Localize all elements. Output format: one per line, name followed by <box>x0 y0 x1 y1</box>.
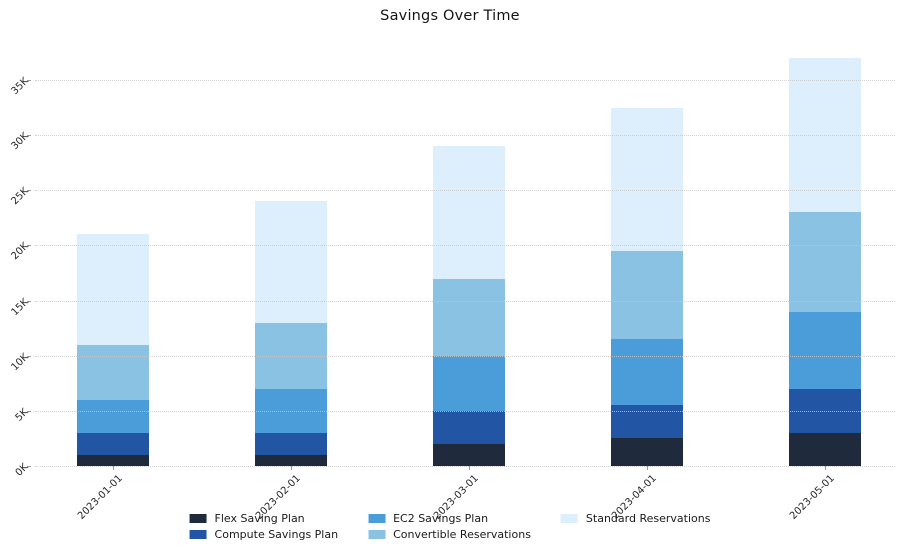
x-tick <box>113 466 114 470</box>
gridline <box>35 245 895 247</box>
legend-item-compute-savings-plan: Compute Savings Plan <box>189 528 339 541</box>
chart-title: Savings Over Time <box>380 8 520 24</box>
bar-segment-ec2-savings-plan <box>611 339 683 406</box>
legend-item-ec2-savings-plan: EC2 Savings Plan <box>368 512 531 525</box>
bar-segment-flex-saving-plan <box>789 432 861 466</box>
legend-label: Convertible Reservations <box>393 528 531 541</box>
bar-segment-standard-reservations <box>433 146 505 279</box>
bar-segment-standard-reservations <box>789 57 861 213</box>
y-tick-label-text: 5K <box>13 406 31 424</box>
gridline <box>35 466 895 467</box>
bar-segment-flex-saving-plan <box>433 443 505 466</box>
bar-segment-flex-saving-plan <box>255 454 327 466</box>
gridline <box>35 410 895 412</box>
bar-segment-standard-reservations <box>255 201 327 323</box>
legend-label: Compute Savings Plan <box>214 528 339 541</box>
bar-segment-ec2-savings-plan <box>255 388 327 433</box>
bar-segment-ec2-savings-plan <box>77 399 149 433</box>
x-tick-label-text: 2023-01-01 <box>75 473 125 522</box>
legend-label: Standard Reservations <box>585 512 711 525</box>
y-tick <box>27 300 31 302</box>
legend-swatch-convertible-reservations <box>368 530 386 539</box>
bar-segment-convertible-reservations <box>77 344 149 400</box>
legend-swatch-flex-saving-plan <box>189 514 207 523</box>
legend-swatch-ec2-savings-plan <box>368 514 386 523</box>
x-tick <box>825 466 826 470</box>
x-tick <box>291 466 292 470</box>
bar-segment-compute-savings-plan <box>433 410 505 444</box>
y-tick <box>27 135 31 137</box>
bar-segment-compute-savings-plan <box>789 388 861 433</box>
legend-item-flex-saving-plan: Flex Saving Plan <box>189 512 339 525</box>
y-tick <box>27 410 31 412</box>
chart-legend: Flex Saving Plan Compute Savings Plan EC2 … <box>189 512 711 541</box>
y-tick-label-text: 0K <box>13 461 31 479</box>
legend-swatch-compute-savings-plan <box>189 530 207 539</box>
legend-item-convertible-reservations: Convertible Reservations <box>368 528 531 541</box>
bar-segment-convertible-reservations <box>611 250 683 340</box>
bar-segment-compute-savings-plan <box>611 405 683 439</box>
legend-column: Flex Saving Plan Compute Savings Plan <box>189 512 339 541</box>
bar-segment-convertible-reservations <box>789 212 861 312</box>
gridline <box>35 135 895 137</box>
gridline <box>35 190 895 192</box>
gridline <box>35 355 895 357</box>
bar-segment-convertible-reservations <box>255 322 327 389</box>
legend-column: EC2 Savings Plan Convertible Reservations <box>368 512 531 541</box>
x-tick <box>647 466 648 470</box>
legend-column: Standard Reservations <box>560 512 711 525</box>
bar-segment-ec2-savings-plan <box>789 311 861 389</box>
gridline <box>35 80 895 82</box>
bar-segment-compute-savings-plan <box>77 432 149 455</box>
bar-segment-compute-savings-plan <box>255 432 327 455</box>
y-tick <box>27 80 31 82</box>
bar-segment-flex-saving-plan <box>611 438 683 466</box>
bar-segment-standard-reservations <box>77 234 149 345</box>
bar-segment-flex-saving-plan <box>77 454 149 466</box>
y-tick <box>27 190 31 192</box>
legend-swatch-standard-reservations <box>560 514 578 523</box>
bar-segment-standard-reservations <box>611 107 683 251</box>
bar-segment-convertible-reservations <box>433 278 505 356</box>
y-tick <box>27 466 31 467</box>
x-tick-label-text: 2023-05-01 <box>787 473 837 522</box>
legend-label: Flex Saving Plan <box>214 512 305 525</box>
legend-label: EC2 Savings Plan <box>393 512 489 525</box>
y-tick <box>27 355 31 357</box>
x-tick <box>469 466 470 470</box>
legend-item-standard-reservations: Standard Reservations <box>560 512 711 525</box>
gridline <box>35 300 895 302</box>
y-tick <box>27 245 31 247</box>
bar-segment-ec2-savings-plan <box>433 355 505 411</box>
